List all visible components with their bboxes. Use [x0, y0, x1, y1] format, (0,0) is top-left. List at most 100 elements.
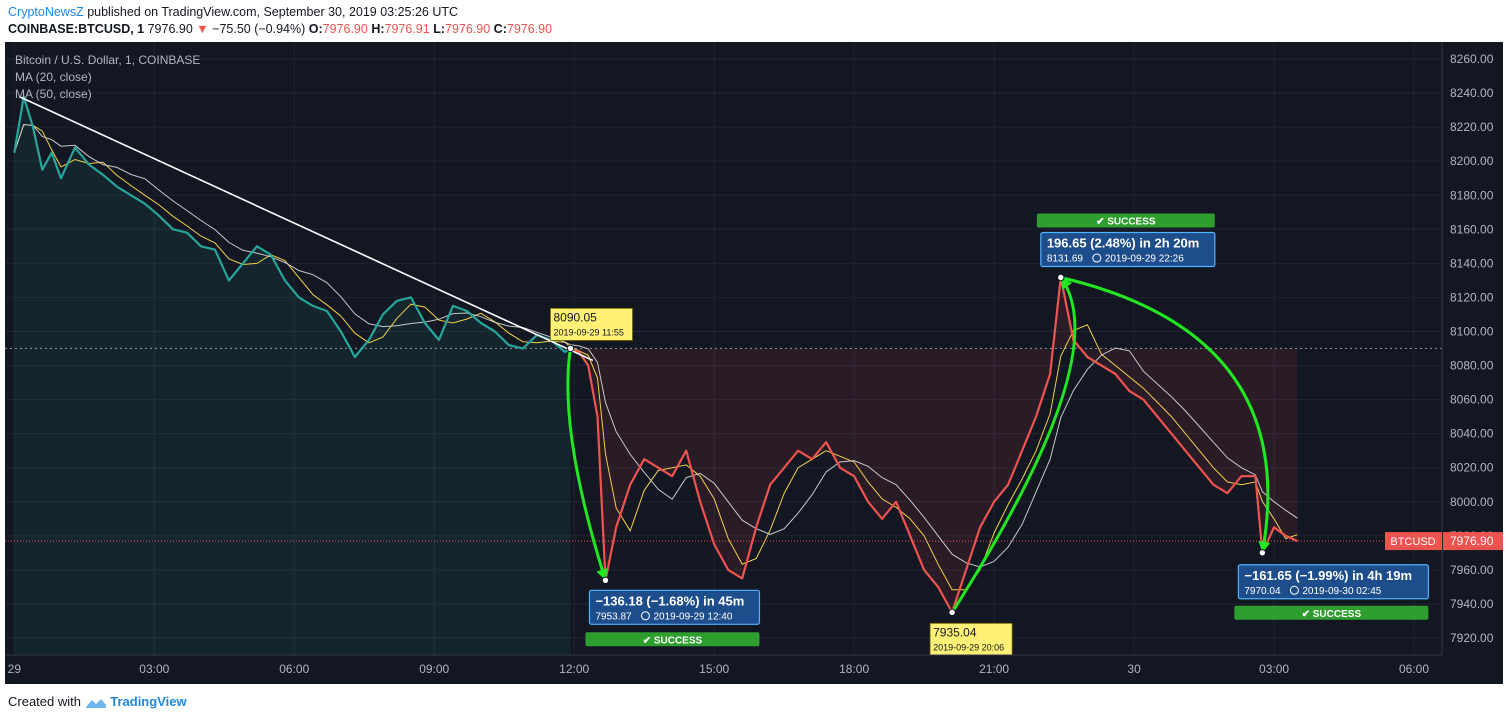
y-tick-label: 8260.00 — [1450, 52, 1494, 66]
success-badge: ✔ SUCCESS — [1234, 605, 1429, 620]
y-tick-label: 8200.00 — [1450, 154, 1494, 168]
success-badge: ✔ SUCCESS — [585, 632, 760, 647]
move-box — [1040, 231, 1216, 268]
clock-icon — [640, 611, 650, 621]
success-text: ✔ SUCCESS — [1096, 217, 1156, 228]
open-value: 7976.90 — [322, 22, 368, 36]
symbol-label: COINBASE:BTCUSD, 1 — [8, 22, 145, 36]
tradingview-link[interactable]: TradingView — [110, 694, 187, 709]
legend-ma20: MA (20, close) — [15, 70, 92, 84]
close-value: 7976.90 — [506, 22, 553, 36]
ohlc-line: COINBASE:BTCUSD, 1 7976.90 ▼ −75.50 (−0.… — [8, 22, 552, 36]
symbol-tag-text: BTCUSD — [1390, 536, 1435, 548]
x-tick-label: 03:00 — [1259, 662, 1289, 676]
pivot-dot — [601, 576, 610, 584]
move-label-1: −136.18 (−1.68%) in 45m 7953.87 2019-09-29… — [588, 589, 761, 625]
ma20-line — [13, 124, 1298, 591]
move-text: −136.18 (−1.68%) in 45m — [595, 593, 744, 608]
axes: 7920.007940.007960.007980.008000.008020.… — [5, 42, 1503, 684]
x-tick-label: 30 — [1127, 662, 1141, 676]
y-tick-label: 8040.00 — [1450, 427, 1494, 441]
x-tick-label: 06:00 — [1399, 662, 1429, 676]
price-axis-panel — [1442, 42, 1503, 684]
change-value: −75.50 (−0.94%) — [212, 22, 306, 36]
success-bg — [1036, 213, 1215, 228]
move-label-3: −161.65 (−1.99%) in 4h 19m 7970.04 2019-09… — [1237, 564, 1429, 600]
move-value: 8131.69 — [1047, 254, 1084, 265]
moving-averages — [13, 124, 1298, 591]
y-tick-label: 8160.00 — [1450, 222, 1494, 236]
success-text: ✔ SUCCESS — [1302, 609, 1362, 620]
y-tick-label: 8120.00 — [1450, 290, 1494, 304]
move-arrow — [950, 276, 1077, 614]
pivot-dot — [566, 344, 575, 353]
x-tick-label: 03:00 — [139, 662, 169, 676]
area-fills — [14, 96, 1298, 655]
pivot-dot — [1258, 549, 1267, 557]
chart-panel[interactable]: 8090.05 2019-09-29 11:55 −136.18 (−1.68%) … — [5, 42, 1503, 684]
low-value: 7976.90 — [445, 22, 491, 36]
move-time: 2019-09-29 12:40 — [653, 611, 732, 622]
down-area-fill — [570, 277, 1298, 613]
price-line-up — [13, 95, 572, 359]
success-text: ✔ SUCCESS — [643, 635, 703, 646]
up-area-fill — [14, 96, 571, 655]
y-tick-label: 7960.00 — [1450, 563, 1494, 577]
grid — [5, 42, 1442, 655]
move-arrow — [566, 348, 607, 581]
move-value: 7953.87 — [595, 611, 632, 622]
x-tick-label: 29 — [8, 662, 22, 676]
move-time: 2019-09-29 22:26 — [1105, 254, 1184, 265]
y-tick-label: 8140.00 — [1450, 256, 1494, 270]
y-tick-label: 7920.00 — [1450, 631, 1494, 645]
low-label: L: — [433, 22, 445, 36]
label-box — [929, 622, 1013, 656]
y-tick-label: 8220.00 — [1450, 120, 1494, 134]
label-price: 7935.04 — [933, 625, 977, 639]
label-price: 8090.05 — [553, 310, 597, 324]
move-arrows[interactable] — [566, 276, 1271, 614]
move-label-2: 196.65 (2.48%) in 2h 20m 8131.69 2019-09-2… — [1040, 231, 1216, 268]
pivot-dot — [1057, 273, 1065, 282]
label-box — [550, 308, 633, 341]
x-tick-label: 12:00 — [559, 662, 589, 676]
price-chart[interactable]: 8090.05 2019-09-29 11:55 −136.18 (−1.68%) … — [5, 42, 1503, 684]
label-time: 2019-09-29 20:06 — [933, 642, 1004, 652]
x-tick-label: 06:00 — [279, 662, 309, 676]
x-tick-label: 21:00 — [979, 662, 1009, 676]
annotations[interactable]: 8090.05 2019-09-29 11:55 −136.18 (−1.68%) … — [550, 213, 1429, 656]
footer: Created with TradingView — [8, 694, 187, 709]
symbol-tag-bg — [1385, 532, 1442, 551]
label-7935: 7935.04 2019-09-29 20:06 — [929, 622, 1013, 656]
down-arrow-icon: ▼ — [196, 22, 209, 36]
label-8090: 8090.05 2019-09-29 11:55 — [550, 308, 633, 341]
clock-icon — [1092, 253, 1102, 263]
last-price-tag-text: 7976.90 — [1450, 534, 1494, 548]
y-tick-label: 8020.00 — [1450, 461, 1494, 475]
high-value: 7976.91 — [384, 22, 430, 36]
clock-icon — [1289, 585, 1299, 595]
published-text: published on TradingView.com, September … — [87, 5, 459, 19]
author-link[interactable]: CryptoNewsZ — [8, 5, 84, 19]
time-axis-panel — [5, 655, 1442, 684]
price-line-down — [570, 276, 1298, 614]
open-label: O: — [308, 22, 323, 36]
last-price-tag-bg — [1443, 532, 1503, 551]
success-bg — [1234, 605, 1429, 620]
trendline[interactable] — [18, 95, 594, 362]
legend-title: Bitcoin / U.S. Dollar, 1, COINBASE — [15, 53, 200, 67]
y-tick-label: 8060.00 — [1450, 393, 1494, 407]
last-price: 7976.90 — [147, 22, 193, 36]
legend-ma50: MA (50, close) — [15, 87, 92, 101]
high-label: H: — [371, 22, 385, 36]
label-time: 2019-09-29 11:55 — [553, 327, 623, 337]
move-text: −161.65 (−1.99%) in 4h 19m — [1244, 568, 1412, 583]
success-badge: ✔ SUCCESS — [1036, 213, 1215, 228]
x-tick-label: 18:00 — [839, 662, 869, 676]
y-tick-label: 8000.00 — [1450, 495, 1494, 509]
created-with-text: Created with — [8, 694, 81, 709]
publish-line: CryptoNewsZ published on TradingView.com… — [8, 5, 458, 19]
reference-lines — [5, 347, 1442, 542]
move-time: 2019-09-30 02:45 — [1302, 586, 1381, 597]
success-bg — [585, 632, 760, 647]
